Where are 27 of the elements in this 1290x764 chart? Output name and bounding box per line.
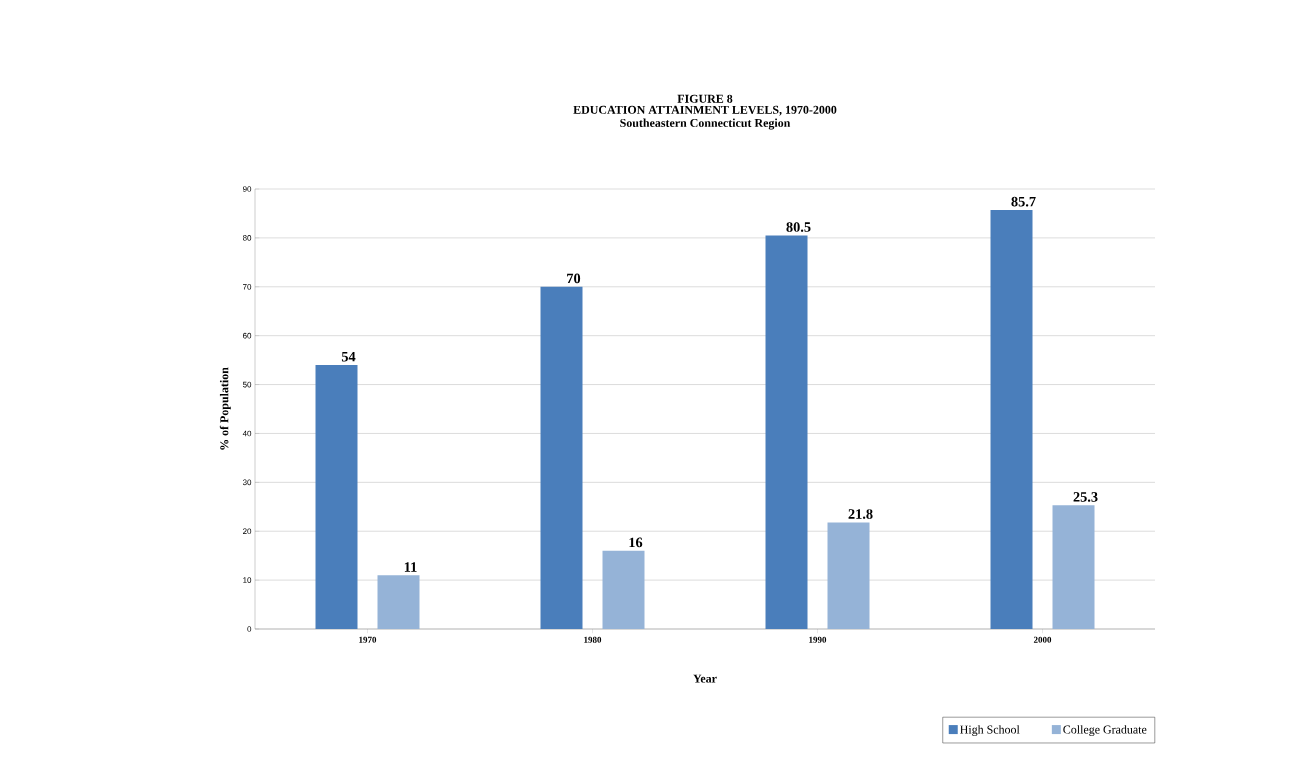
text: Southeastern Connecticut Region (620, 118, 791, 130)
bar (602, 550, 645, 629)
x-tick-label: 1980 (584, 636, 602, 643)
data-label: 16 (629, 537, 643, 548)
data-label: 80.5 (786, 222, 811, 232)
data-label: 11 (404, 562, 417, 572)
data-label: 85.7 (1011, 196, 1036, 207)
bar (990, 210, 1033, 629)
x-axis-title: Year (693, 674, 717, 683)
bar (827, 522, 870, 629)
bar (765, 235, 808, 629)
bar (540, 286, 583, 629)
bar (315, 365, 358, 629)
y-axis-title: % of Population (219, 367, 231, 450)
x-tick-label: 1990 (809, 636, 827, 643)
x-tick-label: 1970 (359, 636, 377, 643)
x-tick-label: 2000 (1033, 636, 1052, 643)
data-label: 25.3 (1073, 492, 1098, 502)
data-label: 54 (341, 351, 356, 362)
chart-subtitle: EDUCATION ATTAINMENT LEVELS, 1970-2000 (573, 105, 837, 116)
bar (1052, 505, 1095, 629)
bar (377, 575, 420, 629)
legend-label: High School (960, 725, 1020, 737)
chart-title: FIGURE 8 (677, 94, 733, 103)
legend-label: College Graduate (1063, 725, 1147, 737)
data-label: 70 (567, 273, 581, 284)
data-label: 21.8 (848, 509, 873, 519)
